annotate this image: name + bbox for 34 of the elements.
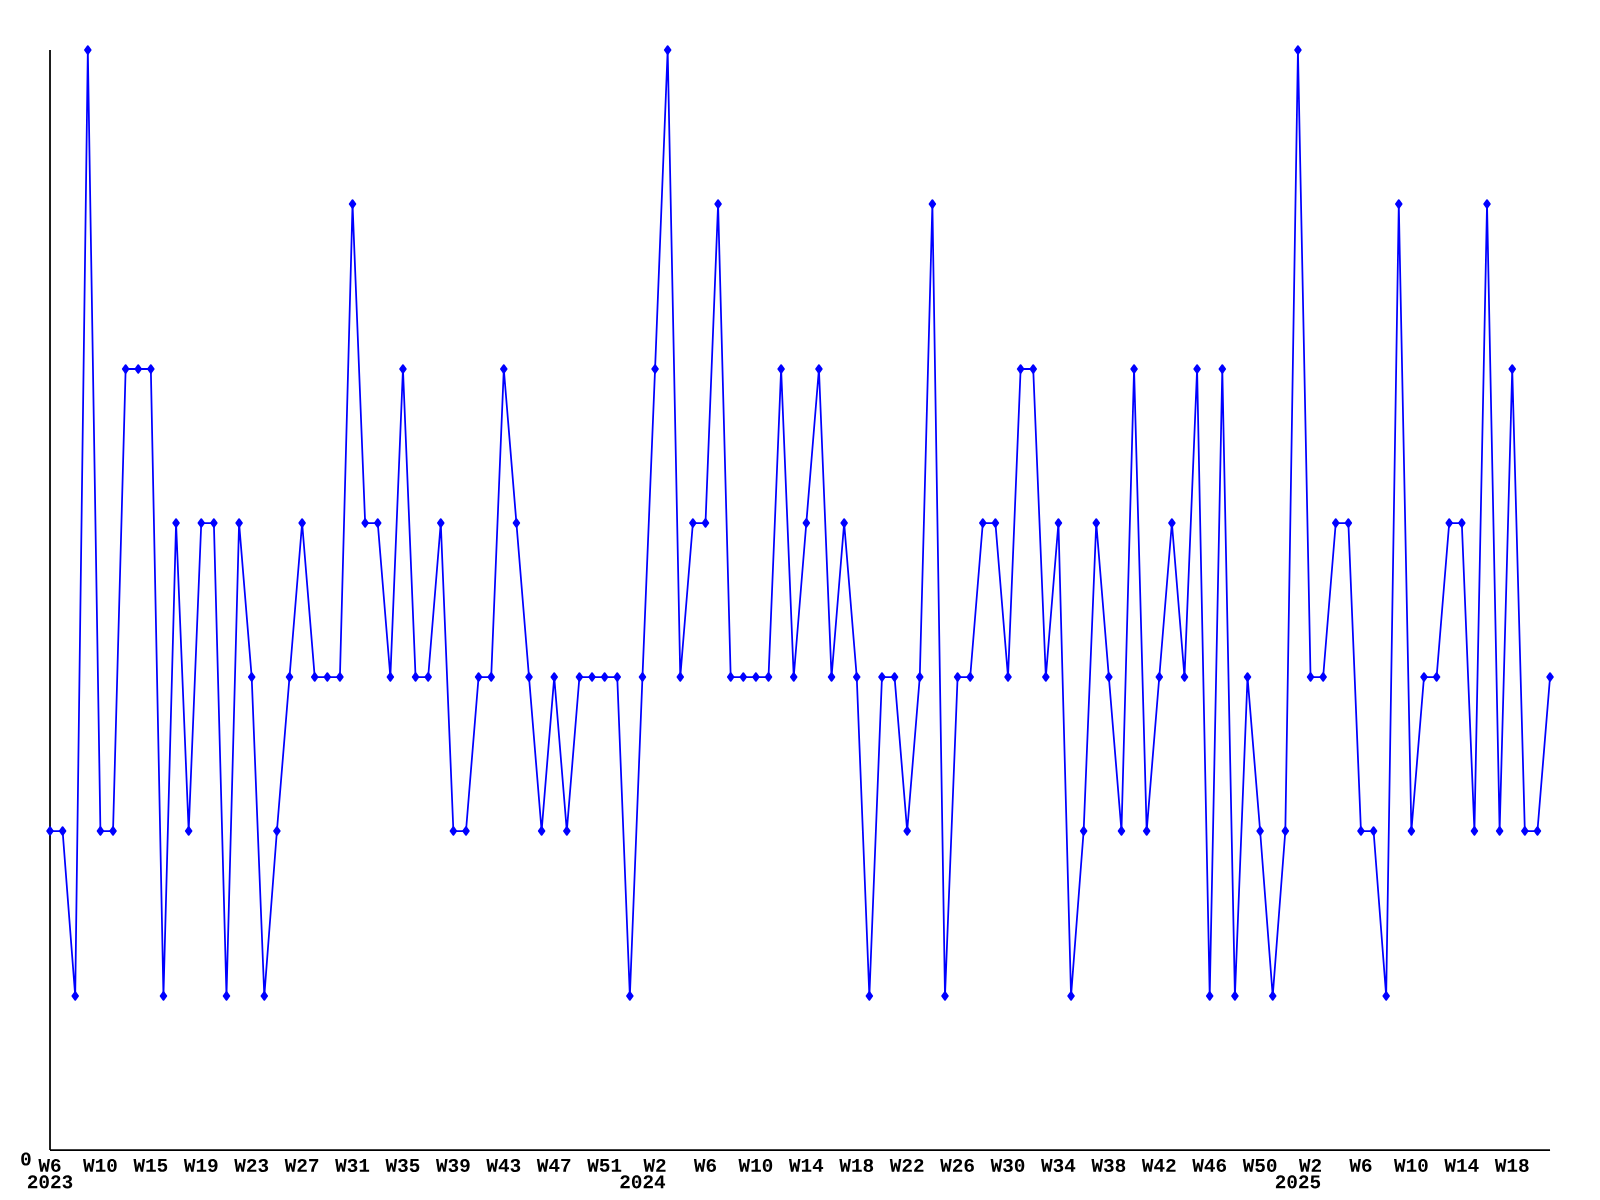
x-tick-label: W15 [133, 1158, 168, 1172]
x-tick-label: W10 [1393, 1158, 1428, 1173]
x-tick-label: W39 [435, 1158, 470, 1173]
text: 2023 [27, 1175, 73, 1189]
x-tick-label: W27 [284, 1158, 319, 1172]
x-tick-label: W46 [1192, 1158, 1227, 1173]
x-tick-label: W50 [1242, 1158, 1277, 1173]
x-tick-label: W34 [1041, 1158, 1076, 1173]
x-tick-label: W10 [83, 1158, 117, 1173]
x-tick-label: W14 [1444, 1158, 1479, 1172]
x-tick-label: W51 [587, 1158, 622, 1172]
x-tick-label: W30 [990, 1158, 1025, 1173]
text: 2025 [1275, 1175, 1321, 1189]
x-tick-label: W2 [643, 1158, 666, 1172]
x-tick-label: W14 [788, 1158, 824, 1172]
x-tick-label: W31 [335, 1158, 370, 1173]
x-tick-label: W19 [183, 1158, 218, 1173]
x-tick-label: W6 [693, 1158, 717, 1173]
text: 0 [21, 1152, 31, 1166]
x-tick-label: W22 [889, 1158, 924, 1172]
x-tick-label: W6 [38, 1158, 61, 1173]
x-tick-label: W18 [1494, 1158, 1529, 1173]
x-tick-label: W26 [940, 1158, 974, 1173]
text: 2024 [620, 1175, 666, 1189]
x-tick-label: W38 [1091, 1158, 1126, 1173]
x-tick-label: W2 [1298, 1158, 1322, 1172]
x-tick-label: W43 [486, 1158, 521, 1173]
x-tick-label: W42 [1141, 1158, 1176, 1172]
x-tick-label: W35 [385, 1158, 420, 1173]
x-tick-label: W10 [738, 1158, 773, 1173]
x-tick-label: W18 [839, 1158, 874, 1173]
x-tick-label: W6 [1349, 1158, 1372, 1173]
x-tick-label: W47 [536, 1158, 571, 1172]
x-tick-label: W23 [234, 1158, 269, 1173]
